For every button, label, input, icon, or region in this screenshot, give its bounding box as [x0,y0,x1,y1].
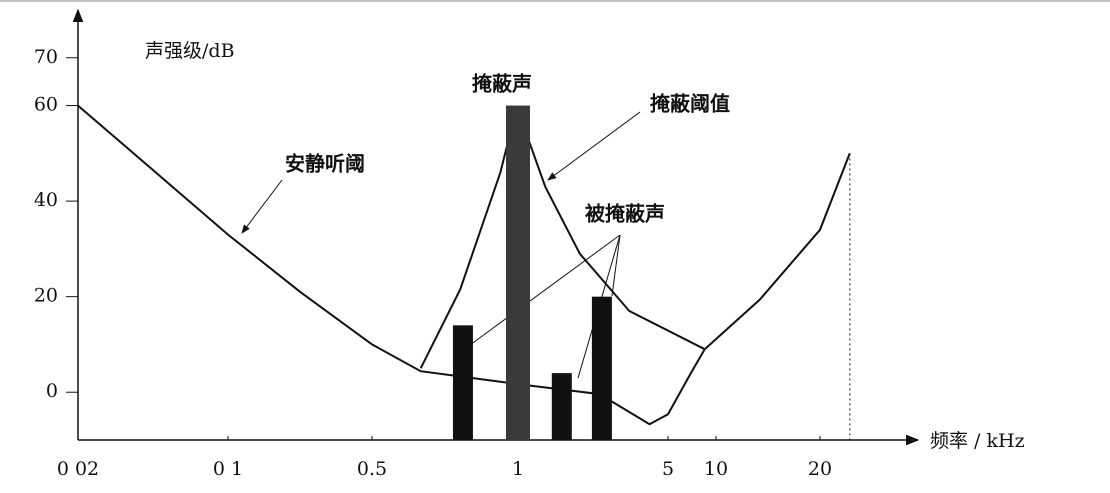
pointer-line [611,234,621,297]
pointer-line [469,234,621,346]
arrow [547,111,641,181]
annotation: 掩蔽声 [472,72,532,96]
x-tick-label: 1 [512,458,524,480]
x-tick-label: 0 1 [213,458,243,480]
x-tick-label: 0.5 [357,458,387,480]
y-tick-label: 40 [34,189,58,211]
x-tick-label: 0 02 [57,458,99,480]
bar [506,105,530,441]
x-tick-label: 5 [662,458,674,480]
bar [591,296,612,440]
bar [452,325,473,440]
y-tick-label: 60 [34,94,58,116]
x-tick-label: 10 [704,458,728,480]
y-tick-label: 0 [46,380,58,402]
annotation: 被掩蔽声 [585,202,665,226]
bar [551,373,572,440]
y-tick-label: 20 [34,285,58,307]
annotation: 安静听阈 [285,152,365,176]
x-tick-label: 20 [808,458,832,480]
x-axis-label: 频率 / kHz [930,430,1025,452]
y-axis-label: 声强级/dB [145,40,235,62]
annotation: 掩蔽阈值 [650,92,730,116]
curve [77,104,851,426]
y-tick-label: 70 [34,46,58,68]
arrow [241,179,283,234]
